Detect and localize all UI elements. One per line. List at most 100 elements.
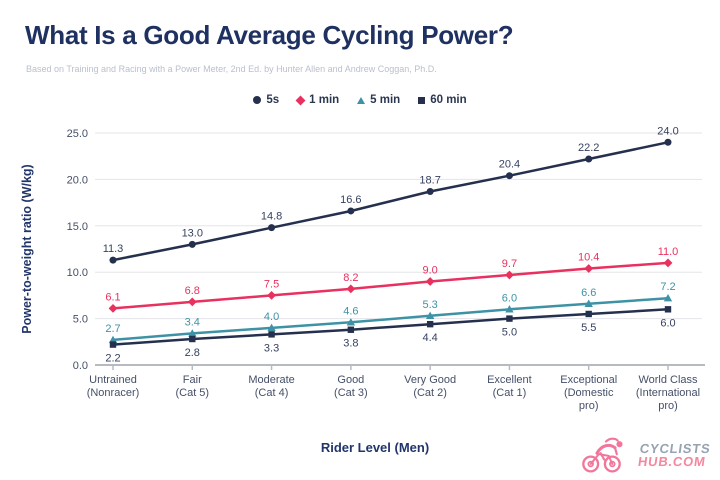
- data-point: [505, 172, 513, 180]
- data-label: 2.2: [105, 353, 120, 365]
- data-point: [108, 303, 118, 313]
- data-label: 3.8: [343, 338, 358, 350]
- data-label: 18.7: [419, 174, 440, 186]
- data-point: [584, 299, 593, 307]
- y-tick-label: 20.0: [67, 174, 88, 186]
- data-label: 4.6: [343, 305, 358, 317]
- series-1-min: 6.1 6.8 7.5 8.2 9.0 9.7 10.4 11.0: [105, 246, 678, 313]
- diamond-marker-icon: [295, 95, 306, 105]
- data-label: 8.2: [343, 272, 358, 284]
- data-point: [506, 315, 513, 322]
- data-label: 4.0: [264, 311, 279, 323]
- data-point: [268, 224, 276, 232]
- x-category-label: Moderate (Cat 4): [248, 374, 294, 399]
- data-point: [664, 138, 672, 146]
- data-point: [346, 318, 356, 326]
- data-label: 2.7: [105, 323, 120, 335]
- page-title: What Is a Good Average Cycling Power?: [25, 20, 514, 50]
- legend-item-60-min: 60 min: [418, 94, 467, 106]
- series-5-min: 2.7 3.4 4.0 4.6 5.3 6.0 6.6 7.2: [105, 281, 676, 344]
- data-point: [189, 335, 196, 343]
- data-point: [425, 311, 435, 320]
- data-point: [585, 310, 592, 318]
- y-tick-label: 10.0: [67, 267, 88, 279]
- cyclist-icon: [582, 437, 623, 473]
- data-label: 6.6: [581, 287, 596, 299]
- data-point: [505, 305, 514, 313]
- data-point: [188, 240, 196, 248]
- y-tick-label: 5.0: [73, 314, 88, 326]
- data-point: [585, 155, 593, 163]
- x-category-label: Exceptional (Domestic pro): [560, 374, 617, 412]
- data-point: [188, 329, 197, 337]
- data-label: 20.4: [499, 159, 520, 171]
- data-point: [347, 207, 355, 215]
- data-point: [425, 277, 435, 286]
- series-5s: 11.3 13.0 14.8 16.6 18.7 20.4 22.2 24.0: [103, 125, 679, 264]
- legend-label: 1 min: [309, 94, 340, 106]
- data-point: [347, 326, 355, 333]
- data-label: 6.8: [185, 285, 200, 297]
- data-label: 9.0: [422, 264, 437, 276]
- series-line-5s: [112, 141, 669, 262]
- y-axis-title: Power-to-weight ratio (W/kg): [20, 164, 34, 333]
- y-tick-label: 25.0: [67, 128, 88, 140]
- legend-label: 5 min: [370, 94, 401, 106]
- data-label: 5.3: [422, 299, 437, 311]
- series-line-5-min: [112, 296, 669, 342]
- series-line-60-min: [112, 308, 669, 346]
- cyclistshub-logo: CYCLISTS HUB.COM: [579, 436, 712, 474]
- data-label: 3.3: [264, 342, 279, 354]
- data-label: 14.8: [261, 211, 282, 223]
- logo-text-bottom: HUB.COM: [637, 454, 708, 469]
- data-label: 11.3: [103, 243, 124, 255]
- data-label: 6.1: [105, 291, 120, 303]
- data-point: [426, 187, 434, 195]
- triangle-marker-icon: [357, 96, 366, 104]
- legend-item-5-min: 5 min: [357, 94, 400, 106]
- x-axis-title: Rider Level (Men): [321, 440, 429, 455]
- data-label: 3.4: [185, 316, 200, 328]
- data-point: [664, 306, 672, 313]
- data-point: [663, 293, 673, 302]
- data-label: 6.0: [502, 292, 517, 304]
- data-point: [187, 297, 197, 307]
- legend-label: 5s: [266, 94, 280, 106]
- data-point: [109, 256, 117, 264]
- x-category-label: Very Good (Cat 2): [404, 374, 456, 399]
- data-point: [268, 331, 275, 338]
- legend-item-1-min: 1 min: [295, 94, 340, 106]
- data-point: [346, 284, 356, 294]
- x-category-label: World Class (International pro): [636, 374, 700, 412]
- data-label: 2.8: [185, 347, 200, 359]
- data-label: 7.2: [660, 281, 675, 293]
- y-tick-label: 0.0: [73, 360, 88, 372]
- series-60-min: 2.2 2.8 3.3 3.8 4.4 5.0 5.5 6.0: [105, 306, 676, 365]
- data-label: 24.0: [657, 125, 678, 137]
- data-label: 5.0: [502, 327, 517, 339]
- x-category-label: Fair (Cat 5): [175, 374, 209, 399]
- data-label: 13.0: [182, 227, 203, 239]
- data-point: [108, 335, 118, 344]
- data-label: 16.6: [340, 194, 361, 206]
- data-point: [109, 341, 117, 348]
- data-label: 5.5: [581, 322, 596, 334]
- x-category-label: Untrained (Nonracer): [87, 374, 140, 399]
- chart-subtitle: Based on Training and Racing with a Powe…: [26, 64, 437, 74]
- square-marker-icon: [418, 96, 426, 104]
- x-category-label: Excellent (Cat 1): [487, 374, 532, 399]
- data-label: 7.5: [264, 278, 279, 290]
- legend-item-5s: 5s: [253, 94, 279, 106]
- data-label: 10.4: [578, 251, 599, 263]
- legend-label: 60 min: [430, 94, 467, 106]
- data-point: [267, 323, 276, 332]
- data-point: [267, 291, 276, 300]
- series-line-1-min: [112, 261, 669, 310]
- data-label: 9.7: [502, 258, 517, 270]
- data-point: [584, 264, 594, 273]
- data-point: [663, 258, 673, 268]
- data-label: 11.0: [658, 246, 679, 258]
- data-label: 6.0: [660, 317, 675, 329]
- data-point: [426, 320, 434, 328]
- circle-marker-icon: [253, 96, 262, 104]
